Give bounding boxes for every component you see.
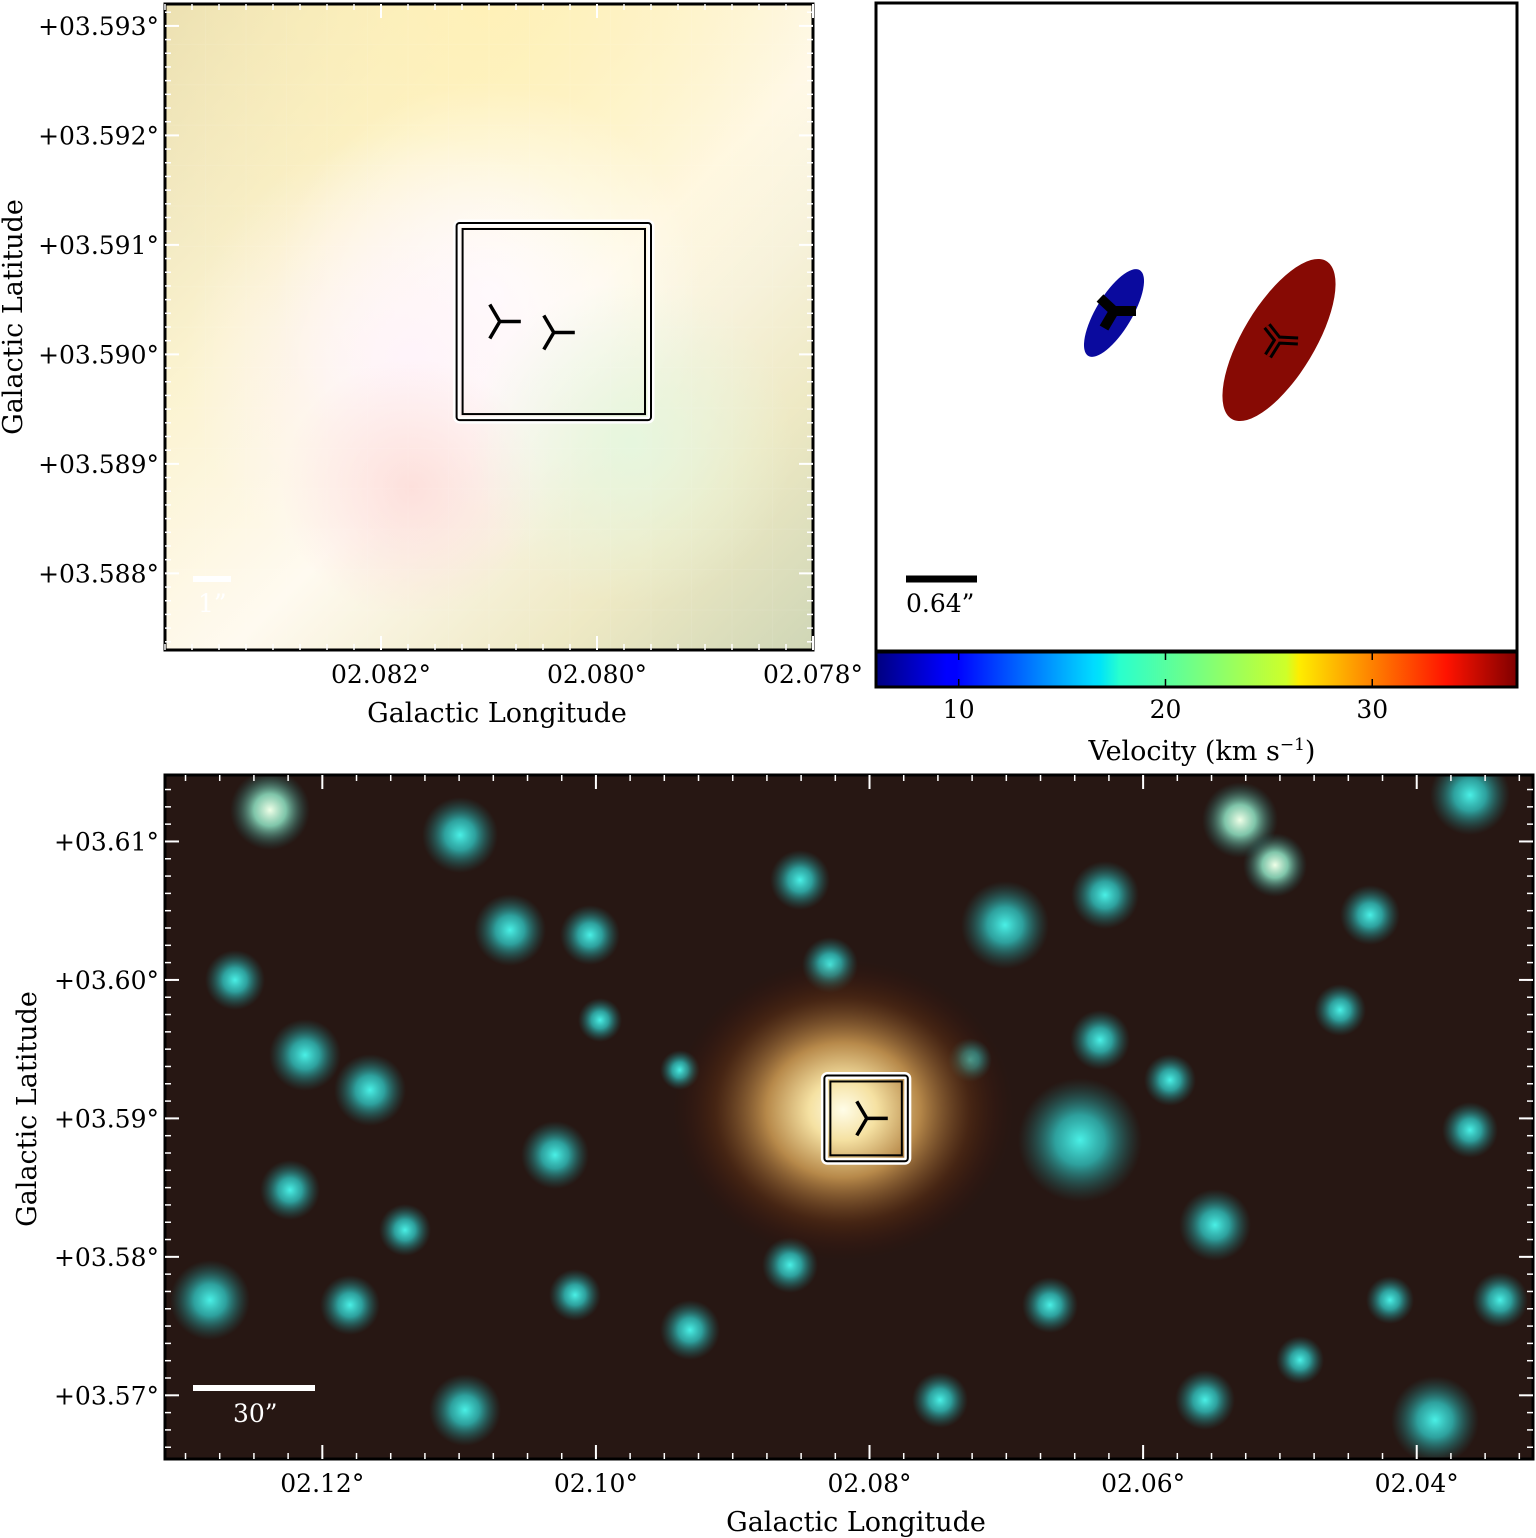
source-markers xyxy=(488,303,575,351)
x-tick-label: 02.078° xyxy=(763,660,863,689)
source-markers xyxy=(855,1100,888,1137)
colorbar-gradient xyxy=(874,650,1519,689)
selection-box-outer xyxy=(455,221,652,422)
y-tick-label: +03.59° xyxy=(54,1104,159,1133)
y-tick-label: +03.590° xyxy=(38,340,159,369)
y-tick-label: +03.592° xyxy=(38,121,159,150)
y-tick-label: +03.593° xyxy=(38,12,159,41)
panel-bottom: 02.12° 02.10° 02.08° 02.06° 02.04° +03.61° +03… xyxy=(12,773,1535,1538)
panel-bottom-frame xyxy=(163,773,1535,1461)
y-axis-title: Galactic Latitude xyxy=(12,991,43,1227)
y-tick-label: +03.589° xyxy=(38,450,159,479)
colorbar-tick-label: 20 xyxy=(1150,695,1182,724)
selection-box xyxy=(453,219,655,424)
panel-bottom-image xyxy=(165,775,1533,1459)
scale-bar: 0.64” xyxy=(906,575,977,618)
panel-top-left-ticks: 02.082° 02.080° 02.078° +03.593° +03.592° +03… xyxy=(38,4,863,689)
y-tick-label: +03.588° xyxy=(38,559,159,588)
panel-top-left-image xyxy=(165,4,813,650)
x-tick-label: 02.12° xyxy=(280,1469,364,1498)
scale-bar-label: 30” xyxy=(233,1399,278,1428)
colorbar-tick-label: 30 xyxy=(1356,695,1388,724)
x-axis-title: Galactic Longitude xyxy=(367,698,627,729)
selection-box-outer xyxy=(823,1074,909,1163)
source-marker xyxy=(855,1100,888,1137)
colorbar-ticks: 10 20 30 xyxy=(943,652,1388,724)
y-tick-label: +03.61° xyxy=(54,827,159,856)
x-tick-label: 02.080° xyxy=(547,660,647,689)
y-tick-label: +03.591° xyxy=(38,231,159,260)
x-axis-title: Galactic Longitude xyxy=(726,1507,986,1538)
scale-bar: 30” xyxy=(193,1385,315,1428)
x-tick-label: 02.082° xyxy=(331,660,431,689)
panel-bottom-ticks: 02.12° 02.10° 02.08° 02.06° 02.04° +03.61° +03… xyxy=(54,775,1533,1498)
panel-top-right: 0.64” 10 20 30 Velocity (km s−1) xyxy=(874,1,1519,767)
selection-box-inner xyxy=(829,1080,903,1157)
colorbar-tick-label: 10 xyxy=(943,695,975,724)
ellipse-marker-blue xyxy=(1096,294,1136,331)
y-axis-title: Galactic Latitude xyxy=(0,199,29,435)
colorbar: 10 20 30 Velocity (km s−1) xyxy=(874,650,1519,767)
scale-bar-label: 0.64” xyxy=(906,589,974,618)
y-tick-label: +03.58° xyxy=(54,1243,159,1272)
scale-bar: 1” xyxy=(193,576,231,618)
source-marker xyxy=(488,303,521,340)
colorbar-title: Velocity (km s−1) xyxy=(1088,735,1316,767)
x-tick-label: 02.04° xyxy=(1375,1469,1459,1498)
selection-box xyxy=(820,1071,912,1165)
panel-top-right-frame xyxy=(874,1,1519,653)
selection-box-inner xyxy=(461,227,646,416)
x-tick-label: 02.10° xyxy=(554,1469,638,1498)
source-marker xyxy=(542,314,575,351)
y-tick-label: +03.57° xyxy=(54,1381,159,1410)
ellipse-marker-red-inner xyxy=(1265,325,1299,357)
x-tick-label: 02.06° xyxy=(1101,1469,1185,1498)
x-tick-label: 02.08° xyxy=(827,1469,911,1498)
scale-bar-label: 1” xyxy=(198,589,227,618)
panel-top-left: 02.082° 02.080° 02.078° +03.593° +03.592° +03… xyxy=(0,2,863,729)
y-tick-label: +03.60° xyxy=(54,966,159,995)
